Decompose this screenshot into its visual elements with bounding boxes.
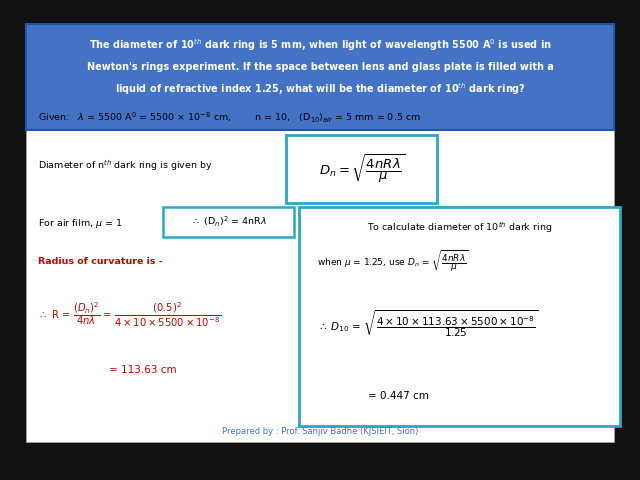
Text: To calculate diameter of 10$^{th}$ dark ring: To calculate diameter of 10$^{th}$ dark … xyxy=(367,221,552,235)
Text: $\therefore$ $D_{10}$ = $\sqrt{\dfrac{4 \times 10 \times 113.63 \times 5500 \tim: $\therefore$ $D_{10}$ = $\sqrt{\dfrac{4 … xyxy=(317,309,538,339)
Text: $\therefore$ R = $\dfrac{(D_n)^2}{4n\lambda}$ = $\dfrac{(0.5)^2}{4 \times 10 \ti: $\therefore$ R = $\dfrac{(D_n)^2}{4n\lam… xyxy=(38,300,221,329)
Text: $\therefore$ (D$_n$)$^{2}$ = 4nR$\lambda$: $\therefore$ (D$_n$)$^{2}$ = 4nR$\lambda… xyxy=(191,215,267,229)
FancyBboxPatch shape xyxy=(26,24,614,130)
Text: Radius of curvature is -: Radius of curvature is - xyxy=(38,257,163,266)
FancyBboxPatch shape xyxy=(299,207,620,426)
Text: liquid of refractive index 1.25, what will be the diameter of 10$^{th}$ dark rin: liquid of refractive index 1.25, what wi… xyxy=(115,81,525,96)
Text: The diameter of 10$^{th}$ dark ring is 5 mm, when light of wavelength 5500 A$^{0: The diameter of 10$^{th}$ dark ring is 5… xyxy=(88,38,552,53)
Text: Given:   $\lambda$ = 5500 A$^{0}$ = 5500 $\times$ 10$^{-8}$ cm,        n = 10,  : Given: $\lambda$ = 5500 A$^{0}$ = 5500 $… xyxy=(38,110,421,125)
Text: Prepared by : Prof. Sanjiv Badhe (KJSIEIT, Sion): Prepared by : Prof. Sanjiv Badhe (KJSIEI… xyxy=(222,428,418,436)
FancyBboxPatch shape xyxy=(163,207,294,237)
Text: Diameter of n$^{th}$ dark ring is given by: Diameter of n$^{th}$ dark ring is given … xyxy=(38,158,213,173)
Text: For air film, $\mu$ = 1: For air film, $\mu$ = 1 xyxy=(38,216,123,230)
Text: $D_n = \sqrt{\dfrac{4nR\lambda}{\mu}}$: $D_n = \sqrt{\dfrac{4nR\lambda}{\mu}}$ xyxy=(319,153,404,186)
Text: = 0.447 cm: = 0.447 cm xyxy=(368,391,429,401)
Text: = 113.63 cm: = 113.63 cm xyxy=(109,365,177,374)
FancyBboxPatch shape xyxy=(26,24,614,442)
Text: when $\mu$ = 1.25, use $D_n$ = $\sqrt{\dfrac{4nR\lambda}{\mu}}$: when $\mu$ = 1.25, use $D_n$ = $\sqrt{\d… xyxy=(317,249,468,274)
FancyBboxPatch shape xyxy=(286,135,437,203)
Text: Newton's rings experiment. If the space between lens and glass plate is filled w: Newton's rings experiment. If the space … xyxy=(86,62,554,72)
